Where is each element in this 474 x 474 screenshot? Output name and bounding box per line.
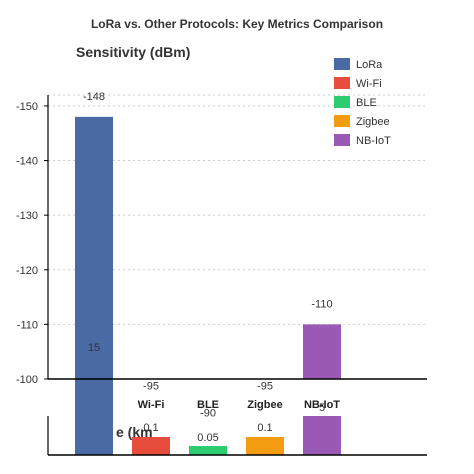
y-tick-label-0: -150 [16, 101, 38, 113]
sensitivity-value-label-1: -95 [143, 380, 159, 392]
range-bar-ble [189, 446, 227, 455]
sensitivity-bars [75, 116, 341, 379]
range-value-label-0: 15 [88, 342, 100, 354]
legend-swatch-1 [334, 77, 350, 89]
legend-label-2: BLE [356, 97, 377, 109]
range-value-label-2: 0.05 [197, 432, 218, 444]
legend-swatch-0 [334, 58, 350, 70]
labels: -150 -140 -130 -120 -110 -100 -148 -95 -90 -95 -11… [16, 91, 340, 444]
sensitivity-value-label-4: -110 [311, 298, 332, 310]
sensitivity-subtitle: Sensitivity (dBm) [76, 44, 190, 60]
legend-swatch-3 [334, 115, 350, 127]
x-category-label-1: Wi-Fi [138, 399, 165, 411]
legend-swatch-4 [334, 134, 350, 146]
range-bar-nb-iot [303, 416, 341, 455]
sensitivity-value-label-0: -148 [83, 91, 105, 103]
sensitivity-bar-lora [75, 116, 113, 379]
y-tick-label-5: -100 [16, 374, 38, 386]
sensitivity-bar-nb-iot [303, 324, 341, 379]
sensitivity-value-label-2: -90 [200, 408, 216, 420]
legend: LoRa Wi-Fi BLE Zigbee NB-IoT [334, 58, 391, 147]
grid-lines [48, 94, 427, 325]
legend-label-1: Wi-Fi [356, 78, 382, 90]
legend-label-0: LoRa [356, 59, 383, 71]
y-tick-label-1: -140 [16, 156, 38, 168]
range-subtitle-partial: e (km [116, 424, 153, 440]
x-category-label-4: NB-IoT [304, 399, 340, 411]
legend-label-3: Zigbee [356, 116, 390, 128]
y-tick-label-4: -110 [17, 319, 38, 331]
sensitivity-value-label-3: -95 [257, 380, 273, 392]
chart-title: LoRa vs. Other Protocols: Key Metrics Co… [91, 17, 383, 31]
range-value-label-1: 0.1 [143, 422, 158, 434]
range-bar-zigbee [246, 437, 284, 455]
range-bar-wi-fi [132, 437, 170, 455]
y-tick-label-3: -120 [16, 265, 38, 277]
y-tick-label-2: -130 [16, 210, 38, 222]
x-category-label-2: BLE [197, 399, 219, 411]
axes [44, 95, 427, 456]
x-category-label-3: Zigbee [247, 399, 282, 411]
legend-label-4: NB-IoT [356, 135, 391, 147]
legend-swatch-2 [334, 96, 350, 108]
range-value-label-3: 0.1 [257, 422, 272, 434]
range-value-label-4: 5 [319, 402, 325, 414]
